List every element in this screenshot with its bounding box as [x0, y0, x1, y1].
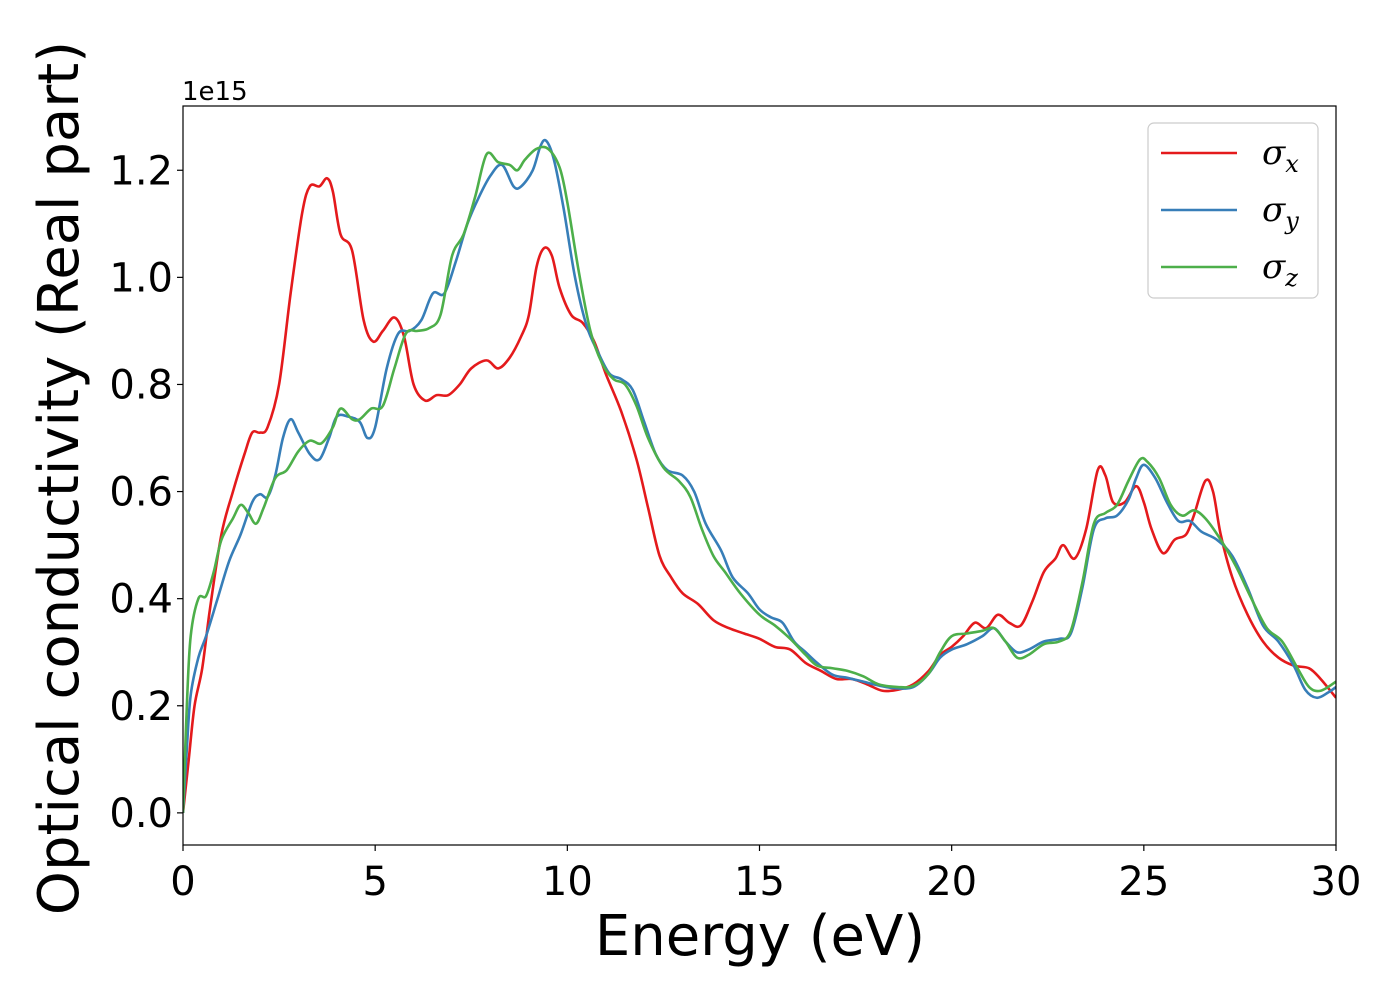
- y-tick-label: 0.8: [109, 362, 173, 408]
- y-offset-label: 1e15: [182, 77, 248, 107]
- legend-label-z: σz: [1262, 247, 1298, 292]
- series-line-x: [183, 176, 1336, 814]
- series-line-y: [183, 138, 1336, 813]
- legend: σx σy σz: [1147, 122, 1319, 299]
- y-tick-label: 1.2: [109, 148, 173, 194]
- series-layer: [183, 138, 1336, 814]
- y-tick-label: 0.0: [109, 791, 173, 837]
- y-tick-label: 1.0: [109, 255, 173, 301]
- x-tick-label: 15: [734, 859, 785, 905]
- y-tick-label: 0.2: [109, 684, 173, 730]
- x-tick-label: 20: [926, 859, 977, 905]
- x-axis-ticks: 0 5 10 15 20 25 30: [170, 845, 1361, 905]
- y-axis-ticks: 0.0 0.2 0.4 0.6 0.8 1.0 1.2: [109, 148, 183, 837]
- x-tick-label: 25: [1118, 859, 1169, 905]
- y-axis-label: Optical conductivity (Real part): [27, 41, 92, 915]
- legend-label-x: σx: [1262, 133, 1299, 178]
- x-tick-label: 30: [1311, 859, 1362, 905]
- y-tick-label: 0.6: [109, 470, 173, 516]
- x-axis-label: Energy (eV): [595, 904, 925, 969]
- plot-frame: [182, 105, 1337, 846]
- x-tick-label: 0: [170, 859, 195, 905]
- x-tick-label: 10: [542, 859, 593, 905]
- y-tick-label: 0.4: [109, 577, 173, 623]
- x-tick-label: 5: [362, 859, 387, 905]
- series-line-z: [183, 145, 1336, 813]
- legend-label-y: σy: [1262, 190, 1299, 235]
